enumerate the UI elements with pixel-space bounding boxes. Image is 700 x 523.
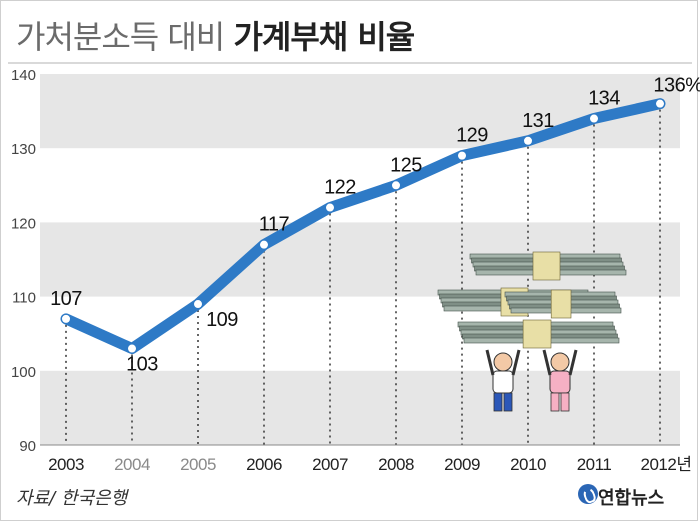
- x-tick-label: 2006: [246, 455, 282, 474]
- x-tick-label: 2007: [312, 455, 348, 474]
- y-tick-label: 140: [11, 67, 36, 84]
- data-point: [260, 240, 268, 249]
- title-part-light: 가처분소득 대비: [16, 18, 234, 56]
- money-stack-top: [469, 251, 627, 281]
- band-90: [40, 370, 680, 445]
- data-label: 131: [522, 110, 554, 132]
- data-point: [656, 99, 664, 108]
- woman-figure: [542, 349, 578, 412]
- data-point: [392, 181, 400, 190]
- chart-title: 가처분소득 대비 가계부채 비율: [16, 12, 415, 58]
- y-tick-label: 110: [12, 290, 36, 307]
- x-tick-label: 2003: [48, 455, 84, 474]
- data-label: 107: [50, 288, 82, 310]
- x-tick-label: 2010: [510, 455, 546, 474]
- title-divider: [8, 62, 692, 64]
- data-points: [62, 99, 664, 353]
- source-note: 자료/ 한국은행: [16, 488, 128, 509]
- data-point: [326, 203, 334, 212]
- man-figure: [485, 349, 521, 412]
- yonhap-logo-icon: [578, 484, 598, 504]
- data-point: [194, 300, 202, 309]
- data-point: [458, 151, 466, 160]
- x-tick-label: 2008: [378, 455, 414, 474]
- data-point: [524, 136, 532, 145]
- data-label: 122: [324, 177, 356, 199]
- money-stack-bottom: [457, 319, 620, 349]
- data-point: [128, 344, 136, 353]
- x-tick-label: 2012년: [641, 455, 692, 474]
- data-label: 103: [126, 354, 158, 376]
- x-tick-label: 2009: [444, 455, 480, 474]
- people-carrying-money-icon: [437, 251, 627, 412]
- y-tick-label: 120: [11, 215, 36, 232]
- series-line: [60, 98, 666, 355]
- data-label: 134: [588, 88, 620, 110]
- y-axis-ticks: 140 130 120 110 100 90: [11, 67, 36, 455]
- data-point: [590, 114, 598, 123]
- y-tick-label: 90: [19, 438, 36, 455]
- x-tick-label: 2004: [114, 455, 150, 474]
- data-label: 109: [206, 309, 238, 331]
- data-label: 136%: [653, 75, 700, 97]
- data-point: [62, 314, 70, 323]
- title-part-bold: 가계부채 비율: [233, 18, 415, 56]
- band-130: [40, 74, 680, 149]
- data-label: 117: [259, 214, 290, 236]
- y-tick-label: 130: [11, 141, 36, 158]
- y-tick-label: 100: [11, 364, 36, 381]
- money-stack-mid-right: [504, 289, 622, 319]
- x-tick-label: 2005: [180, 455, 216, 474]
- x-axis: 2003 2004 2005 2006 2007 2008 2009 2010 2011 2012…: [40, 444, 692, 474]
- data-labels: 107 103 109 117 122 125 129 131 134 136%: [50, 75, 700, 376]
- series-path: [60, 98, 666, 355]
- brand-name: 연합뉴스: [598, 488, 665, 509]
- data-label: 125: [390, 154, 422, 176]
- data-label: 129: [456, 125, 488, 147]
- x-tick-label: 2011: [577, 455, 612, 474]
